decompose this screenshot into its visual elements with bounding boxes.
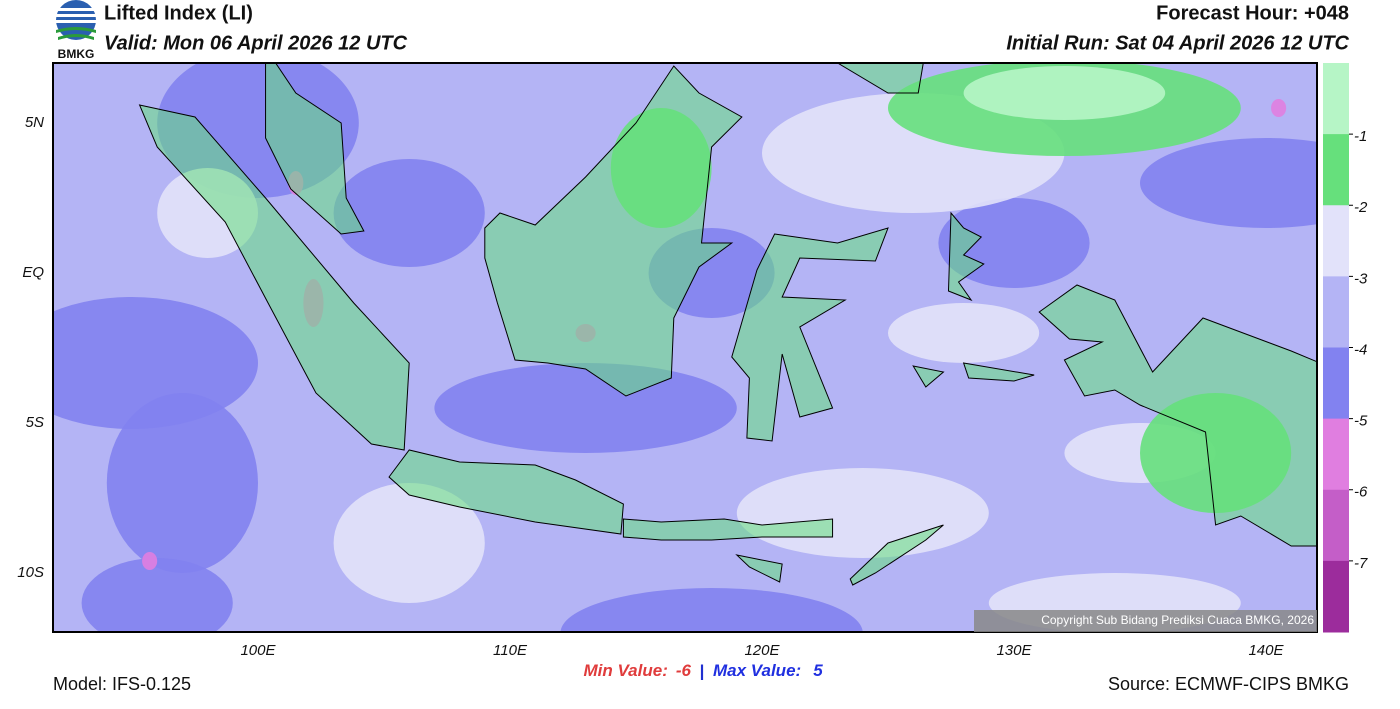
lon-label: 110E xyxy=(493,642,528,659)
field-region xyxy=(560,588,863,632)
max-number: 5 xyxy=(813,661,823,680)
colorbar-label: -4 xyxy=(1354,341,1367,358)
field-region xyxy=(1271,99,1287,117)
field-region xyxy=(53,297,258,429)
colorbar-band xyxy=(1323,276,1349,348)
colorbar-label: -1 xyxy=(1354,128,1367,145)
land-outline xyxy=(947,211,985,302)
initial-run: Initial Run: Sat 04 April 2026 12 UTC xyxy=(1006,32,1349,54)
colorbar-band xyxy=(1323,489,1349,562)
land-outline xyxy=(912,365,945,388)
copyright-box xyxy=(974,610,1317,632)
lat-label: EQ xyxy=(22,264,44,281)
lat-label: 10S xyxy=(17,564,44,581)
land-outline xyxy=(735,554,783,583)
field-region xyxy=(142,552,158,570)
colorbar-label: -6 xyxy=(1354,484,1368,501)
land-outline xyxy=(265,63,365,235)
colorbar-band xyxy=(1323,134,1349,206)
lon-label: 140E xyxy=(1248,642,1284,659)
land-outline xyxy=(849,524,944,586)
field-region xyxy=(963,66,1166,120)
copyright: Copyright Sub Bidang Prediksi Cuaca BMKG… xyxy=(1041,613,1314,627)
land-outline xyxy=(622,518,834,541)
logo-text: BMKG xyxy=(58,47,95,61)
land-outline xyxy=(484,65,743,397)
lat-label: 5S xyxy=(26,414,44,431)
field-region xyxy=(333,159,485,267)
colorbar-label: -3 xyxy=(1354,270,1368,287)
logo: BMKG xyxy=(56,0,96,61)
max-label: Max Value: xyxy=(713,661,801,680)
field-region xyxy=(736,468,989,558)
model: Model: IFS-0.125 xyxy=(53,674,191,694)
title: Lifted Index (LI) xyxy=(104,2,253,24)
map-area xyxy=(53,63,1317,632)
land-outline xyxy=(731,227,889,442)
field-region xyxy=(106,393,259,573)
colorbar-band xyxy=(1323,560,1349,633)
land-outline xyxy=(962,362,1035,382)
land-outline xyxy=(138,104,410,451)
colorbar: -1 -2 -3 -4 -5 -6 -7 xyxy=(1323,63,1368,633)
source: Source: ECMWF-CIPS BMKG xyxy=(1108,674,1349,694)
max-value: Max Value: 5 xyxy=(713,661,823,680)
field-region xyxy=(81,558,233,632)
lon-label: 130E xyxy=(996,642,1032,659)
colorbar-band xyxy=(1323,63,1349,135)
lon-label: 100E xyxy=(240,642,276,659)
forecast-hour: Forecast Hour: +048 xyxy=(1156,2,1349,24)
field-region xyxy=(888,303,1040,363)
land-outline xyxy=(388,449,624,535)
field-region xyxy=(434,363,737,453)
land-outline xyxy=(836,63,924,94)
colorbar-band xyxy=(1323,347,1349,420)
field-region xyxy=(333,483,485,603)
separator: | xyxy=(700,661,705,680)
min-number: -6 xyxy=(676,661,692,680)
land-outline xyxy=(1038,284,1317,547)
colorbar-band xyxy=(1323,205,1349,277)
lon-label: 120E xyxy=(744,642,780,659)
colorbar-label: -7 xyxy=(1354,555,1368,572)
map-frame xyxy=(52,62,1318,633)
min-value: Min Value: -6 xyxy=(583,661,691,680)
field-region xyxy=(1140,138,1317,228)
colorbar-label: -5 xyxy=(1354,413,1368,430)
colorbar-label: -2 xyxy=(1354,199,1368,216)
valid-time: Valid: Mon 06 April 2026 12 UTC xyxy=(104,32,408,54)
colorbar-band xyxy=(1323,418,1349,491)
min-label: Min Value: xyxy=(583,661,667,680)
lat-label: 5N xyxy=(25,114,44,131)
